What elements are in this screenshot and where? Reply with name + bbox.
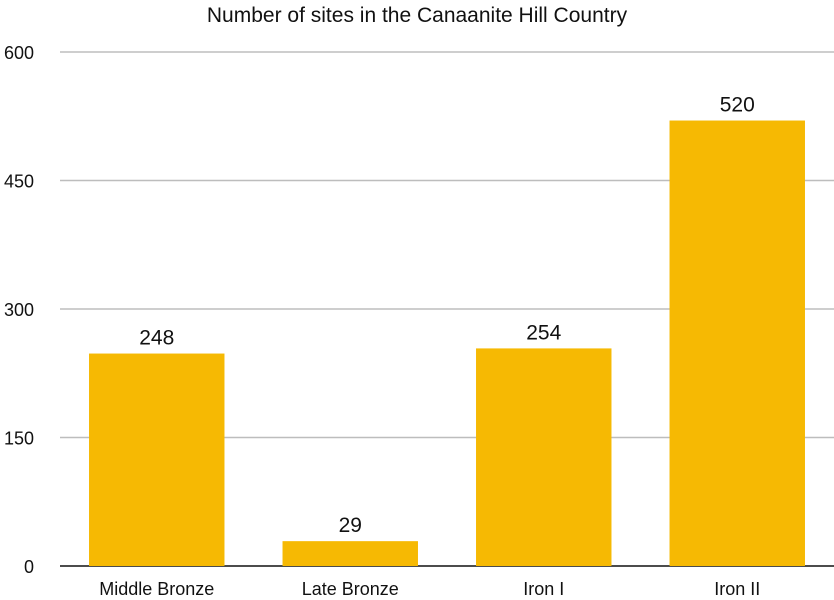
bar — [89, 353, 225, 566]
data-label: 248 — [139, 327, 174, 350]
y-tick-label: 450 — [4, 172, 34, 192]
x-tick-label: Iron II — [714, 579, 760, 599]
bar — [669, 120, 805, 567]
x-tick-label: Iron I — [523, 579, 564, 599]
bar — [476, 348, 612, 566]
y-tick-label: 600 — [4, 43, 34, 63]
chart-title: Number of sites in the Canaanite Hill Co… — [206, 4, 628, 27]
y-tick-label: 300 — [4, 300, 34, 320]
bar — [282, 541, 418, 566]
y-tick-label: 150 — [4, 429, 34, 449]
data-label: 520 — [720, 94, 755, 117]
x-tick-label: Late Bronze — [302, 579, 399, 599]
data-label: 254 — [526, 321, 561, 344]
data-label: 29 — [339, 514, 362, 537]
x-tick-label: Middle Bronze — [99, 579, 214, 599]
y-tick-label: 0 — [24, 557, 34, 577]
